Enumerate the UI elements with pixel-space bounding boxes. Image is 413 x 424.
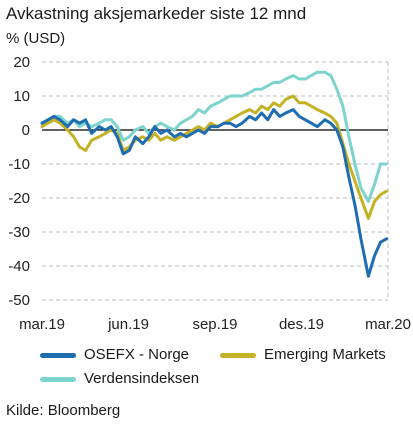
series-line-world (40, 70, 388, 203)
legend-label-emerging-markets: Emerging Markets (264, 346, 386, 363)
series-lines (40, 70, 388, 278)
y-tick-label: -10 (8, 156, 30, 173)
y-tick-labels: 20 10 0 -10 -20 -30 -40 -50 (8, 54, 30, 309)
x-tick-labels: mar.19 jun.19 sep.19 des.19 mar.20 (19, 316, 411, 333)
series-line-osefx (40, 108, 388, 278)
legend-swatch-verdensindeksen (40, 376, 76, 382)
chart-title: Avkastning aksjemarkeder siste 12 mnd (6, 4, 307, 23)
legend-item-verdensindeksen: Verdensindeksen (40, 370, 199, 387)
y-tick-label: 0 (22, 122, 30, 139)
y-axis-unit-label: % (USD) (6, 30, 66, 47)
legend-label-verdensindeksen: Verdensindeksen (84, 370, 200, 387)
y-tick-label: -40 (8, 258, 30, 275)
y-tick-label: -20 (8, 190, 30, 207)
source-note: Kilde: Bloomberg (6, 402, 121, 419)
y-tick-label: -50 (8, 292, 30, 309)
legend-item-osefx: OSEFX - Norge (40, 346, 189, 363)
legend-swatch-osefx (40, 352, 76, 358)
legend-label-osefx: OSEFX - Norge (84, 346, 190, 363)
line-chart: 20 10 0 -10 -20 -30 -40 -50 mar.19 jun.19 sep.19 d… (8, 54, 411, 333)
legend-item-emerging-markets: Emerging Markets (220, 346, 386, 363)
x-tick-label: mar.19 (19, 316, 65, 333)
y-tick-label: -30 (8, 224, 30, 241)
x-tick-label: mar.20 (365, 316, 411, 333)
y-tick-label: 20 (13, 54, 30, 71)
x-tick-label: sep.19 (192, 316, 237, 333)
series-line-em (40, 94, 388, 220)
legend-swatch-emerging-markets (220, 352, 256, 358)
grid-lines (42, 61, 389, 301)
y-tick-label: 10 (13, 88, 30, 105)
x-tick-label: jun.19 (107, 316, 149, 333)
x-tick-label: des.19 (279, 316, 324, 333)
